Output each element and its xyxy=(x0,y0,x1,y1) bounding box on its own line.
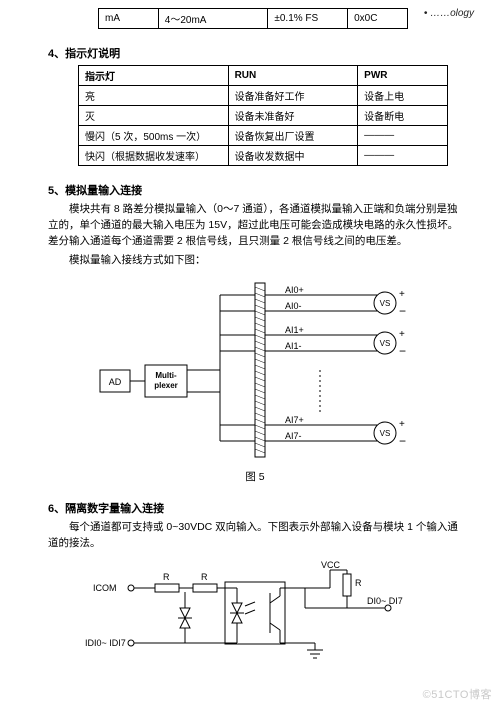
svg-text:AI0+: AI0+ xyxy=(285,285,304,295)
cell: RUN xyxy=(228,66,358,86)
svg-text:plexer: plexer xyxy=(154,381,178,390)
watermark: ©51CTO博客 xyxy=(423,686,492,702)
cell: ——— xyxy=(358,126,448,146)
section6-paragraph: 每个通道都可支持或 0~30VDC 双向输入。下图表示外部输入设备与模块 1 个… xyxy=(48,520,462,552)
figure5-caption: 图 5 xyxy=(48,469,462,484)
page-content: mA 4～20mA ±0.1% FS 0x0C 4、指示灯说明 指示灯 RUN … xyxy=(0,8,502,663)
svg-text:DI0~ DI7: DI0~ DI7 xyxy=(367,596,403,606)
svg-text:VCC: VCC xyxy=(321,560,341,570)
table-row: 快闪（根据数据收发速率） 设备收发数据中 ——— xyxy=(79,146,448,166)
svg-text:IDI0~ IDI7: IDI0~ IDI7 xyxy=(85,638,126,648)
cell: 设备收发数据中 xyxy=(228,146,358,166)
section5-heading: 5、模拟量输入连接 xyxy=(48,182,462,198)
section5-paragraph2: 模拟量输入接线方式如下图： xyxy=(48,253,462,269)
cell: 灭 xyxy=(79,106,229,126)
svg-text:ICOM: ICOM xyxy=(93,583,117,593)
cell: 亮 xyxy=(79,86,229,106)
indicator-table: 指示灯 RUN PWR 亮 设备准备好工作 设备上电 灭 设备未准备好 设备断电… xyxy=(78,65,448,166)
cell: 设备上电 xyxy=(358,86,448,106)
cell: 慢闪（5 次，500ms 一次） xyxy=(79,126,229,146)
cell: 设备断电 xyxy=(358,106,448,126)
table-row: 亮 设备准备好工作 设备上电 xyxy=(79,86,448,106)
svg-text:AI7-: AI7- xyxy=(285,431,302,441)
svg-text:−: − xyxy=(399,434,406,448)
cell: 快闪（根据数据收发速率） xyxy=(79,146,229,166)
cell: 设备未准备好 xyxy=(228,106,358,126)
svg-text:AI1+: AI1+ xyxy=(285,325,304,335)
table-row: mA 4～20mA ±0.1% FS 0x0C xyxy=(99,9,408,29)
svg-text:R: R xyxy=(201,572,208,582)
table-row: 灭 设备未准备好 设备断电 xyxy=(79,106,448,126)
cell: ——— xyxy=(358,146,448,166)
spec-table-fragment: mA 4～20mA ±0.1% FS 0x0C xyxy=(98,8,408,29)
svg-text:R: R xyxy=(163,572,170,582)
section5-paragraph: 模块共有 8 路差分模拟量输入（0～7 通道），各通道模拟量输入正端和负端分别是… xyxy=(48,202,462,249)
svg-text:VS: VS xyxy=(380,299,391,308)
analog-input-diagram: AD Multi-plexer AI0+ AI0- VS + − AI1+ AI1- VS + − AI… xyxy=(90,275,420,465)
cell: 设备准备好工作 xyxy=(228,86,358,106)
svg-text:R: R xyxy=(355,578,362,588)
svg-text:VS: VS xyxy=(380,339,391,348)
svg-text:AI0-: AI0- xyxy=(285,301,302,311)
cell: 指示灯 xyxy=(79,66,229,86)
cell: 0x0C xyxy=(348,9,408,29)
svg-text:+: + xyxy=(399,329,405,340)
svg-text:−: − xyxy=(399,304,406,318)
svg-text:−: − xyxy=(399,344,406,358)
top-logo-fragment: • ……ology xyxy=(424,8,474,19)
cell: PWR xyxy=(358,66,448,86)
svg-text:+: + xyxy=(399,419,405,430)
table-row: 慢闪（5 次，500ms 一次） 设备恢复出厂设置 ——— xyxy=(79,126,448,146)
section6-heading: 6、隔离数字量输入连接 xyxy=(48,500,462,516)
svg-text:AI1-: AI1- xyxy=(285,341,302,351)
cell: ±0.1% FS xyxy=(268,9,348,29)
section4-heading: 4、指示灯说明 xyxy=(48,45,462,61)
cell: 4～20mA xyxy=(158,9,268,29)
cell: 设备恢复出厂设置 xyxy=(228,126,358,146)
svg-text:Multi-: Multi- xyxy=(155,371,177,380)
table-row: 指示灯 RUN PWR xyxy=(79,66,448,86)
svg-text:AI7+: AI7+ xyxy=(285,415,304,425)
svg-text:VS: VS xyxy=(380,429,391,438)
svg-text:+: + xyxy=(399,289,405,300)
cell: mA xyxy=(99,9,159,29)
digital-input-diagram: ICOM IDI0~ IDI7 R R VCC R DI0~ DI7 xyxy=(85,558,425,663)
svg-text:AD: AD xyxy=(109,377,122,387)
